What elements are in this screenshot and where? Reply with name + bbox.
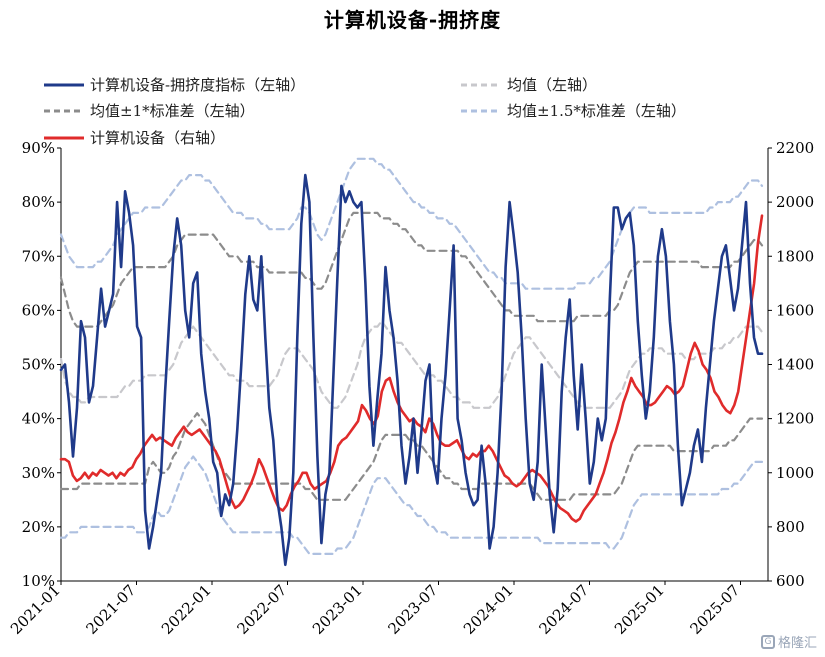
right-tick-label: 1600 xyxy=(776,301,814,319)
legend-label: 计算机设备（右轴） xyxy=(90,129,226,147)
series-line-2 xyxy=(59,211,764,328)
x-tick-label: 2022-07 xyxy=(234,581,291,638)
legend-label: 计算机设备-拥挤度指标（左轴） xyxy=(90,76,306,94)
x-tick-label: 2023-01 xyxy=(309,581,366,638)
left-tick-label: 60% xyxy=(22,301,55,319)
series-line-1 xyxy=(59,320,764,409)
right-tick-label: 800 xyxy=(776,518,805,536)
series-line-4 xyxy=(59,157,764,290)
watermark-logo: G 格隆汇 xyxy=(760,632,817,651)
right-tick-label: 2000 xyxy=(776,193,814,211)
legend-item-mean-1-5sd: 均值±1.5*标准差（左轴） xyxy=(461,100,686,121)
legend-item-mean: 均值（左轴） xyxy=(461,74,597,95)
right-tick-label: 1200 xyxy=(776,410,814,428)
right-tick-label: 1000 xyxy=(776,464,814,482)
right-tick-label: 2200 xyxy=(776,139,814,157)
legend-label: 均值（左轴） xyxy=(507,76,598,94)
x-tick-label: 2024-07 xyxy=(536,581,593,638)
left-tick-label: 50% xyxy=(22,356,55,374)
x-tick-label: 2025-07 xyxy=(687,581,744,638)
x-tick-label: 2022-01 xyxy=(158,581,215,638)
x-tick-label: 2023-07 xyxy=(385,581,442,638)
series-line-3 xyxy=(59,412,764,501)
x-tick-label: 2024-01 xyxy=(460,581,517,638)
chart-title: 计算机设备-拥挤度 xyxy=(323,8,502,32)
right-tick-label: 1400 xyxy=(776,356,814,374)
legend-item-crowding-index: 计算机设备-拥挤度指标（左轴） xyxy=(44,74,305,95)
legend-item-sector-index: 计算机设备（右轴） xyxy=(44,127,225,148)
left-tick-label: 90% xyxy=(22,139,55,157)
left-tick-label: 10% xyxy=(22,572,55,590)
series-line-0 xyxy=(59,173,764,567)
legend-item-mean-1sd: 均值±1*标准差（左轴） xyxy=(44,100,255,121)
left-tick-label: 30% xyxy=(22,464,55,482)
left-tick-label: 70% xyxy=(22,247,55,265)
x-tick-label: 2025-01 xyxy=(611,581,668,638)
left-tick-label: 40% xyxy=(22,410,55,428)
x-tick-label: 2021-07 xyxy=(83,581,140,638)
series-layer xyxy=(59,157,764,567)
legend-label: 均值±1*标准差（左轴） xyxy=(90,102,255,120)
right-tick-label: 1800 xyxy=(776,247,814,265)
right-tick-label: 600 xyxy=(776,572,805,590)
left-tick-label: 20% xyxy=(22,518,55,536)
series-line-5 xyxy=(59,455,764,555)
left-tick-label: 80% xyxy=(22,193,55,211)
axes xyxy=(57,147,772,585)
legend-label: 均值±1.5*标准差（左轴） xyxy=(507,102,686,120)
